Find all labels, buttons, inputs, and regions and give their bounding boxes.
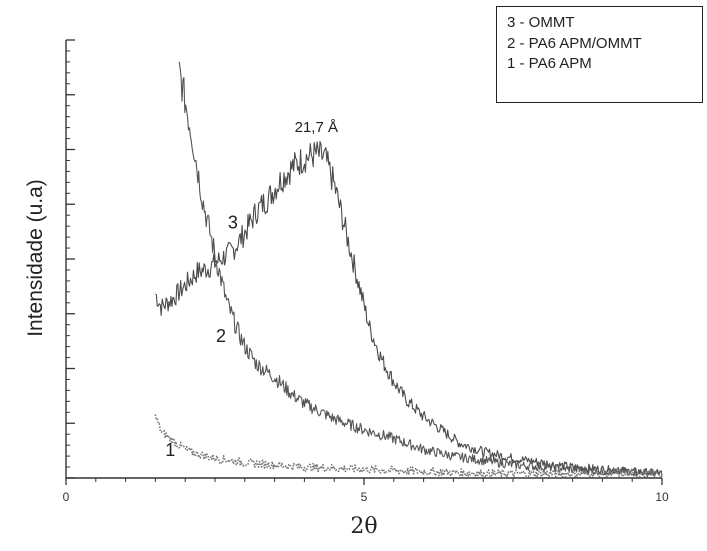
series-label-2: 2 — [216, 326, 226, 346]
series-layer — [154, 61, 663, 478]
x-tick-label: 10 — [655, 490, 669, 504]
legend: 3 - OMMT 2 - PA6 APM/OMMT 1 - PA6 APM — [496, 6, 703, 103]
labels-layer: 3 2 1 21,7 Å — [165, 119, 338, 460]
axes: 0 5 10 — [63, 39, 669, 504]
legend-item-pa6-apm: 1 - PA6 APM — [507, 55, 592, 72]
peak-annotation: 21,7 Å — [295, 119, 338, 136]
legend-item-ommt: 3 - OMMT — [507, 14, 575, 31]
series-label-1: 1 — [165, 440, 175, 460]
series-label-3: 3 — [228, 212, 238, 232]
legend-item-pa6-apm-ommt: 2 - PA6 APM/OMMT — [507, 34, 642, 52]
series-line-3 — [154, 414, 663, 478]
x-axis-label: 2θ — [350, 514, 377, 539]
x-tick-label: 5 — [361, 490, 368, 504]
x-tick-label: 0 — [63, 490, 70, 504]
y-axis-label: Intensidade (u.a) — [24, 179, 47, 337]
series-line-2 — [178, 61, 663, 478]
